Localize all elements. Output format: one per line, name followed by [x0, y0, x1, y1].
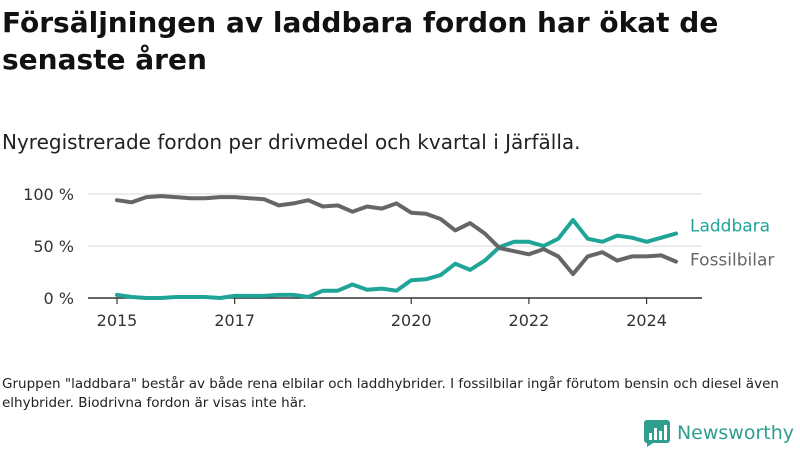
y-tick-label: 100 %: [23, 185, 74, 204]
y-tick-label: 0 %: [44, 289, 74, 308]
x-tick-label: 2020: [391, 311, 432, 330]
chart-footnote: Gruppen "laddbara" består av både rena e…: [2, 376, 779, 411]
series-label-fossilbilar: Fossilbilar: [690, 251, 774, 271]
line-chart: 0 % 50 % 100 % 2015 2017 2020 2022 2024 Laddbara…: [23, 185, 774, 330]
x-tick-label: 2017: [214, 311, 255, 330]
series-line-laddbara: [115, 218, 678, 300]
brand-logo[interactable]: Newsworthy: [643, 419, 794, 447]
newsworthy-logo-icon: [643, 420, 670, 447]
x-tick-label: 2015: [97, 311, 138, 330]
series-line-fossilbilar: [115, 194, 678, 277]
x-tick-label: 2024: [626, 311, 667, 330]
chart-subtitle: Nyregistrerade fordon per drivmedel och …: [2, 130, 581, 154]
chart-title: Försäljningen av laddbara fordon har öka…: [2, 6, 719, 76]
y-tick-label: 50 %: [33, 237, 74, 256]
x-tick-label: 2022: [509, 311, 550, 330]
brand-name: Newsworthy: [676, 422, 794, 444]
series-label-laddbara: Laddbara: [690, 217, 770, 237]
